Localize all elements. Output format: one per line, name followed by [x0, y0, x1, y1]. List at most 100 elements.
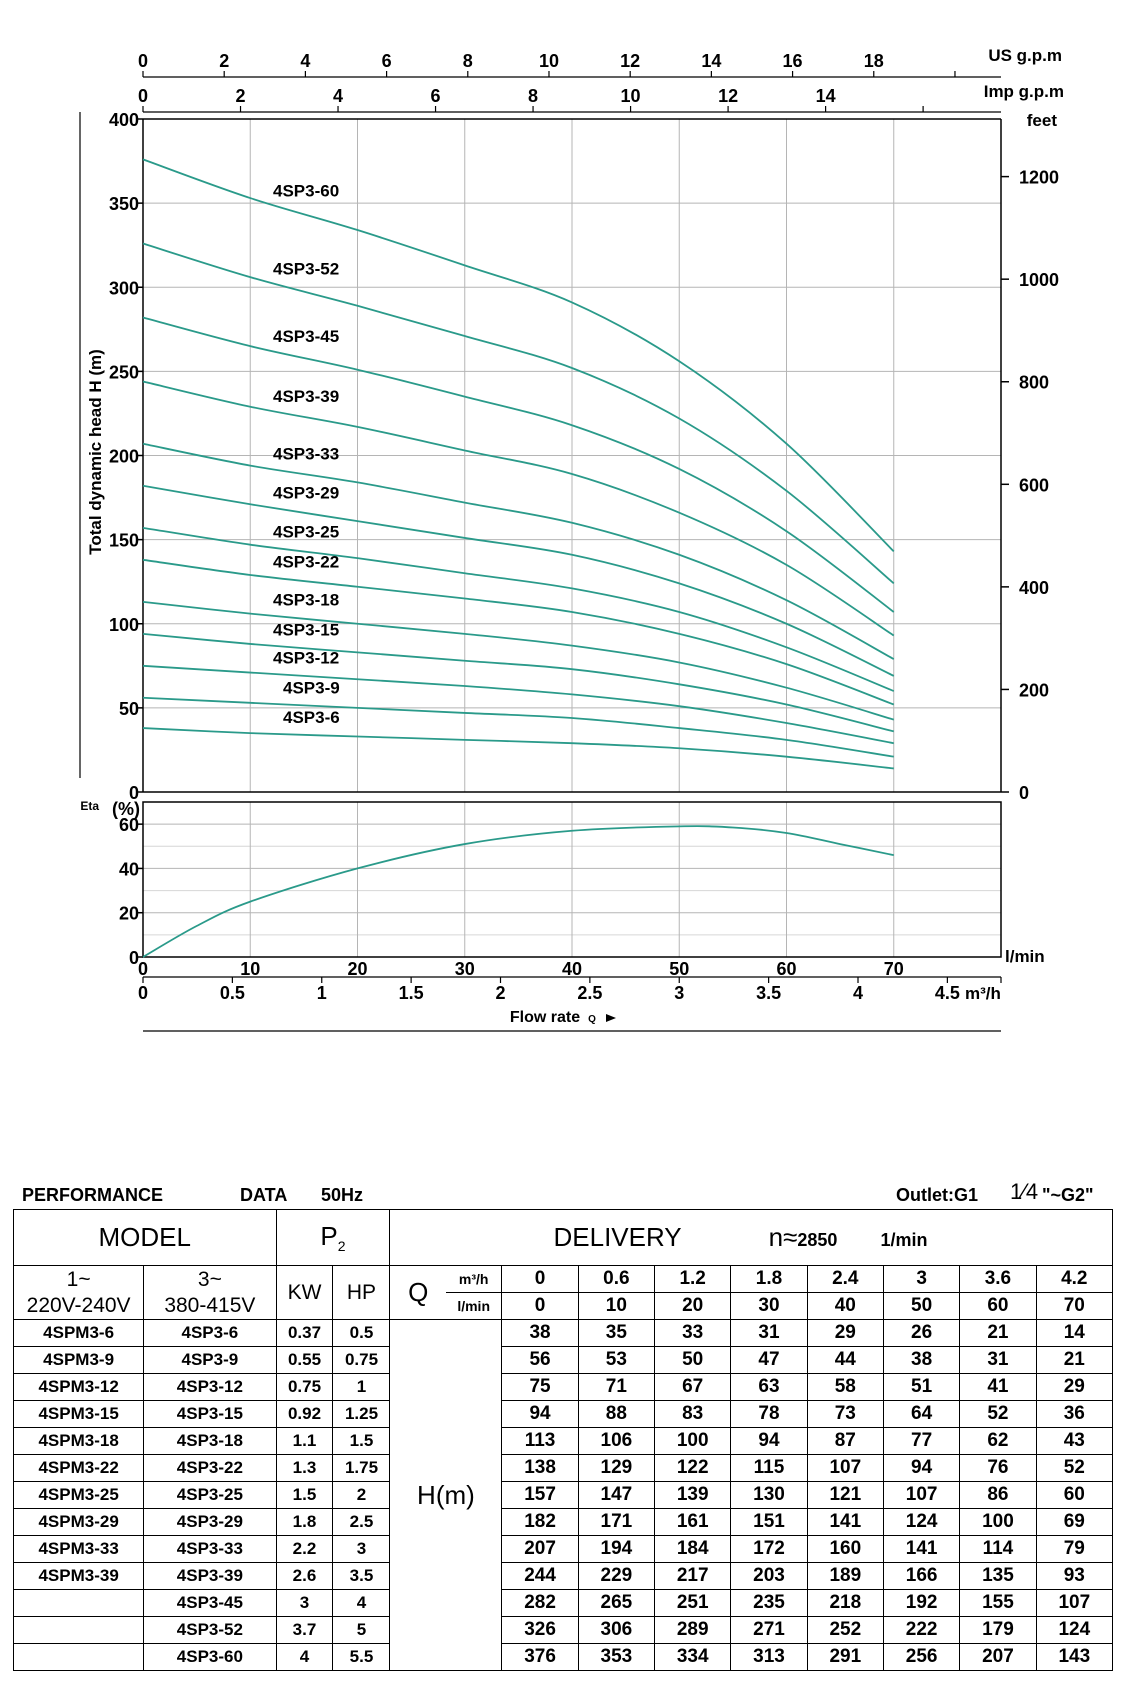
head-value-cell: 35	[577, 1319, 656, 1347]
phase3-top: 3~	[197, 1267, 222, 1291]
y-axis-title: Total dynamic head H (m)	[86, 349, 105, 555]
head-value-cell: 129	[577, 1454, 656, 1482]
kw-cell: 4	[275, 1643, 334, 1671]
y-tick-label: 50	[119, 699, 139, 719]
curve-label: 4SP3-18	[273, 591, 339, 610]
head-value-cell: 62	[959, 1427, 1037, 1455]
model-1phase-cell: 4SPM3-15	[12, 1400, 145, 1428]
head-value-cell: 26	[882, 1319, 961, 1347]
model-3phase-cell: 4SP3-12	[143, 1373, 277, 1401]
feet-tick-label: 800	[1019, 373, 1049, 393]
head-value-cell: 87	[806, 1427, 884, 1455]
head-value-cell: 21	[959, 1319, 1037, 1347]
head-value-cell: 265	[577, 1589, 656, 1617]
head-value-cell: 100	[959, 1508, 1037, 1536]
table-row: 4SPM3-39 4SP3-39 2.6 3.5 244 229 217 203 189 166 1…	[12, 1562, 1114, 1590]
head-value-cell: 155	[959, 1589, 1037, 1617]
us-gpm-axis-label: US g.p.m	[988, 46, 1062, 65]
curve-4sp3-25	[142, 526, 895, 692]
kw-cell: 0.92	[275, 1400, 334, 1428]
curve-label: 4SP3-9	[283, 678, 340, 697]
feet-axis-label: feet	[1027, 111, 1058, 130]
speed-unit: 1/min	[880, 1230, 928, 1250]
head-value-cell: 184	[654, 1535, 732, 1563]
y-tick-label: 0	[129, 783, 139, 803]
curve-4sp3-39	[142, 380, 895, 637]
feet-tick-label: 600	[1019, 475, 1049, 495]
model-1phase-cell: 4SPM3-18	[12, 1427, 145, 1455]
imp-gpm-axis-label: Imp g.p.m	[984, 82, 1064, 101]
curve-label: 4SP3-29	[273, 483, 339, 502]
table-row: 4SP3-45 3 4 282 265 251 235 218 192 155 107	[12, 1589, 1114, 1617]
phase3-bottom: 380-415V	[164, 1293, 256, 1317]
head-value-cell: 334	[654, 1643, 732, 1671]
m3h-tick-label: 3	[674, 983, 684, 1003]
model-1phase-cell: 4SPM3-12	[12, 1373, 145, 1401]
model-1phase-cell: 4SPM3-25	[12, 1481, 145, 1509]
us-gpm-tick-label: 2	[219, 51, 229, 71]
head-value-cell: 88	[577, 1400, 656, 1428]
head-value-cell: 86	[959, 1481, 1037, 1509]
speed-symbol: n≈	[768, 1222, 798, 1252]
m3h-axis-label: m³/h	[965, 984, 1001, 1003]
eta-tick-label: 60	[119, 815, 139, 835]
head-value-cell: 36	[1035, 1400, 1114, 1428]
hp-cell: 3	[332, 1535, 391, 1563]
table-row: 4SPM3-9 4SP3-9 0.55 0.75 56 53 50 47 44 38 31 21	[12, 1346, 1114, 1374]
q-m3h-cell: 1.2	[654, 1265, 732, 1293]
head-value-cell: 124	[882, 1508, 961, 1536]
head-value-cell: 171	[577, 1508, 656, 1536]
hp-cell: 1.25	[332, 1400, 391, 1428]
head-value-cell: 106	[577, 1427, 656, 1455]
hp-cell: 1.5	[332, 1427, 391, 1455]
y-tick-label: 100	[109, 615, 139, 635]
q-lmin-cell: 10	[577, 1292, 656, 1320]
curve-4sp3-22	[142, 558, 895, 706]
curve-4sp3-18	[142, 600, 895, 721]
head-value-cell: 50	[654, 1346, 732, 1374]
head-value-cell: 179	[959, 1616, 1037, 1644]
curve-label: 4SP3-6	[283, 708, 340, 727]
head-value-cell: 313	[730, 1643, 808, 1671]
q-m3h-cell: 1.8	[730, 1265, 808, 1293]
head-value-cell: 143	[1035, 1643, 1114, 1671]
us-gpm-tick-label: 12	[620, 51, 640, 71]
efficiency-curve	[142, 825, 894, 958]
q-lmin-cell: 70	[1035, 1292, 1114, 1320]
head-value-cell: 94	[501, 1400, 579, 1428]
q-m3h-cell: 4.2	[1035, 1265, 1114, 1293]
eta-tick-label: 0	[129, 948, 139, 968]
y-tick-label: 300	[109, 278, 139, 298]
head-value-cell: 38	[882, 1346, 961, 1374]
head-value-cell: 43	[1035, 1427, 1114, 1455]
feet-tick-label: 1000	[1019, 270, 1059, 290]
hp-cell: 5.5	[332, 1643, 391, 1671]
head-value-cell: 60	[1035, 1481, 1114, 1509]
model-3phase-cell: 4SP3-60	[143, 1643, 277, 1671]
curve-4sp3-45	[142, 316, 895, 613]
q-lmin-cell: 30	[730, 1292, 808, 1320]
hp-cell: 1.75	[332, 1454, 391, 1482]
head-value-cell: 113	[501, 1427, 579, 1455]
phase1-bottom: 220V-240V	[26, 1293, 131, 1317]
curve-4sp3-6	[142, 727, 894, 770]
head-value-cell: 124	[1035, 1616, 1114, 1644]
head-value-cell: 252	[806, 1616, 884, 1644]
q-lmin-cell: 60	[959, 1292, 1037, 1320]
q-m3h-cell: 3	[882, 1265, 961, 1293]
head-value-cell: 93	[1035, 1562, 1114, 1590]
model-3phase-cell: 4SP3-29	[143, 1508, 277, 1536]
model-1phase-cell: 4SPM3-9	[12, 1346, 145, 1374]
hp-cell: 3.5	[332, 1562, 391, 1590]
x-tick-label: 70	[884, 959, 904, 979]
us-gpm-tick-label: 16	[783, 51, 803, 71]
heading-outlet: Outlet:G1	[896, 1185, 979, 1205]
flow-rate-arrow-icon	[606, 1014, 616, 1022]
us-gpm-tick-label: 14	[701, 51, 721, 71]
curve-label: 4SP3-33	[273, 445, 339, 464]
head-value-cell: 83	[654, 1400, 732, 1428]
head-value-cell: 115	[730, 1454, 808, 1482]
head-value-cell: 58	[806, 1373, 884, 1401]
curve-label: 4SP3-25	[273, 523, 339, 542]
imp-gpm-tick-label: 10	[621, 86, 641, 106]
